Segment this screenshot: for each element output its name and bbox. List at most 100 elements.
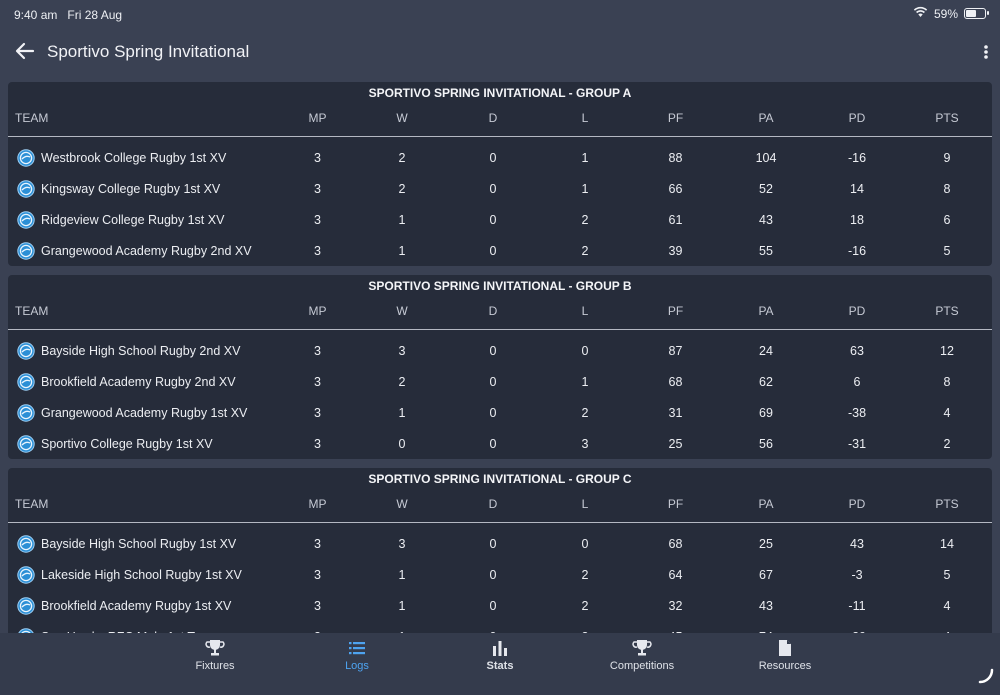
cell-l: 2 (581, 212, 589, 227)
column-header-team: TEAM (8, 100, 278, 137)
column-header-team: TEAM (8, 293, 278, 330)
column-header-pd: PD (812, 100, 902, 137)
group-title: SPORTIVO SPRING INVITATIONAL - GROUP B (368, 279, 632, 293)
scroll-indicator-icon (978, 668, 994, 689)
cell-l: 2 (581, 243, 589, 258)
team-logo-icon (17, 565, 35, 584)
cell-pd: -3 (851, 567, 863, 582)
cell-l: 3 (581, 436, 589, 451)
column-header-pa: PA (720, 293, 812, 330)
cell-pts: 4 (943, 405, 951, 420)
table-row[interactable]: Sportivo College Rugby 1st XV 3 0 0 3 25 56 -31… (8, 428, 992, 459)
cell-team: Bayside High School Rugby 1st XV (8, 523, 278, 560)
team-logo-icon (17, 434, 35, 453)
tab-resources[interactable]: Resources (730, 639, 840, 672)
team-logo-icon (17, 148, 35, 167)
cell-pts: 8 (943, 181, 951, 196)
team-name: Kingsway College Rugby 1st XV (41, 181, 221, 196)
team-name: Bayside High School Rugby 2nd XV (41, 343, 241, 358)
table-row[interactable]: Brookfield Academy Rugby 1st XV 3 1 0 2 32 43 -… (8, 590, 992, 621)
cell-pd: -16 (847, 150, 867, 165)
group-title: SPORTIVO SPRING INVITATIONAL - GROUP A (368, 86, 632, 100)
cell-mp: 3 (314, 405, 321, 420)
table-row[interactable]: Brookfield Academy Rugby 2nd XV 3 2 0 1 68 62 6… (8, 366, 992, 397)
cell-pf: 61 (668, 212, 683, 227)
battery-fill (966, 10, 977, 17)
back-arrow-icon[interactable] (14, 40, 36, 62)
standings-group-b: SPORTIVO SPRING INVITATIONAL - GROUP B TE… (8, 275, 992, 459)
team-name: Ridgeview College Rugby 1st XV (41, 212, 225, 227)
cell-pf: 39 (668, 243, 683, 258)
cell-pa: 25 (759, 536, 773, 551)
tab-fixtures[interactable]: Fixtures (160, 639, 270, 672)
column-header-l: L (539, 293, 631, 330)
cell-mp: 3 (314, 243, 321, 258)
cell-pf: 32 (668, 598, 683, 613)
cell-team: Sportivo College Rugby 1st XV (8, 428, 278, 459)
team-logo-icon (17, 241, 35, 260)
cell-w: 1 (398, 212, 406, 227)
tab-stats[interactable]: Stats (445, 639, 555, 672)
cell-w: 1 (398, 567, 406, 582)
tab-fixtures-label: Fixtures (195, 660, 235, 672)
table-row[interactable]: Grangewood Academy Rugby 1st XV 3 1 0 2 31 69-… (8, 397, 992, 428)
cell-team: Westbrook College Rugby 1st XV (8, 137, 278, 174)
cell-pa: 104 (755, 150, 777, 165)
column-header-pd: PD (812, 486, 902, 523)
cell-pts: 8 (943, 374, 951, 389)
trophy-icon (205, 640, 225, 656)
cell-pts: 14 (940, 536, 954, 551)
tab-competitions[interactable]: Competitions (587, 639, 697, 672)
status-time: 9:40 am (14, 8, 58, 22)
team-logo-icon (17, 372, 35, 391)
cell-pf: 68 (668, 536, 683, 551)
cell-pa: 56 (759, 436, 773, 451)
cell-pd: 63 (850, 343, 864, 358)
table-row[interactable]: Bayside High School Rugby 1st XV 3 3 0 0 68 25… (8, 523, 992, 560)
cell-mp: 3 (314, 181, 321, 196)
cell-mp: 3 (314, 598, 321, 613)
column-header-pf: PF (631, 100, 720, 137)
group-title: SPORTIVO SPRING INVITATIONAL - GROUP C (368, 472, 632, 486)
table-row[interactable]: Grangewood Academy Rugby 2nd XV 3 1 0 2 39 55 -… (8, 235, 992, 266)
cell-team: Grangewood Academy Rugby 2nd XV (8, 235, 278, 266)
table-row[interactable]: Ridgeview College Rugby 1st XV 3 1 0 2 61 43 18… (8, 204, 992, 235)
column-header-l: L (539, 100, 631, 137)
table-row[interactable]: Lakeside High School Rugby 1st XV 3 1 0 2 64 6… (8, 559, 992, 590)
table-row[interactable]: Bayside High School Rugby 2nd XV 3 3 0 0 87 24… (8, 330, 992, 367)
cell-d: 0 (489, 374, 497, 389)
team-logo-icon (17, 210, 35, 229)
table-row[interactable]: Westbrook College Rugby 1st XV 3 2 0 1 88 104 -… (8, 137, 992, 174)
cell-pd: -11 (848, 598, 866, 613)
battery-icon (964, 8, 989, 19)
cell-mp: 3 (314, 150, 321, 165)
column-header-l: L (539, 486, 631, 523)
team-name: Bayside High School Rugby 1st XV (41, 536, 237, 551)
cell-pa: 55 (759, 243, 773, 258)
cell-pd: -16 (847, 243, 867, 258)
cell-w: 1 (398, 598, 406, 613)
column-header-pf: PF (631, 293, 720, 330)
bar-chart-icon (493, 641, 507, 656)
cell-pts: 5 (943, 567, 951, 582)
column-header-pa: PA (720, 100, 812, 137)
table-row[interactable]: Kingsway College Rugby 1st XV 3 2 0 1 66 52 14 8 (8, 173, 992, 204)
column-header-mp: MP (278, 100, 357, 137)
team-logo-icon (17, 534, 35, 553)
cell-pd: -31 (847, 436, 867, 451)
team-logo-icon (17, 403, 35, 422)
team-logo-icon (17, 179, 35, 198)
cell-d: 0 (489, 405, 497, 420)
tab-logs[interactable]: Logs (302, 639, 412, 672)
tab-logs-label: Logs (345, 660, 369, 672)
cell-pts: 2 (943, 436, 951, 451)
standings-group-a: SPORTIVO SPRING INVITATIONAL - GROUP A TE… (8, 82, 992, 266)
cell-pd: 43 (850, 536, 864, 551)
cell-pa: 24 (759, 343, 773, 358)
cell-mp: 3 (314, 212, 321, 227)
cell-w: 3 (398, 536, 406, 551)
team-name: Sportivo College Rugby 1st XV (41, 436, 213, 451)
cell-d: 0 (489, 536, 497, 551)
more-options-icon[interactable] (982, 42, 990, 62)
cell-w: 2 (398, 150, 406, 165)
